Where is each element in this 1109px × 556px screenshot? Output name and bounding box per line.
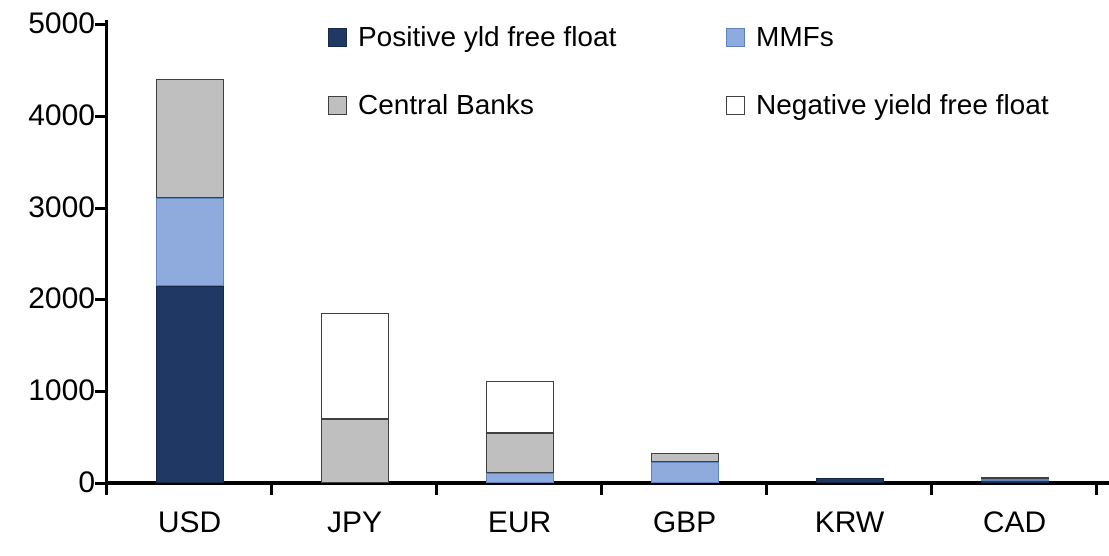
y-axis-tick <box>95 482 105 485</box>
x-axis-category-label: JPY <box>326 506 383 539</box>
legend-key-swatch <box>726 95 745 115</box>
bar-segment-mmfs <box>650 461 719 483</box>
bar-segment-central-banks <box>155 79 224 199</box>
bar-segment-mmfs <box>155 198 224 286</box>
y-axis-tick <box>95 390 105 394</box>
y-axis-tick-label: 4000 <box>28 98 95 132</box>
x-axis-category-label: EUR <box>487 506 552 539</box>
legend-label: Central Banks <box>358 89 534 120</box>
y-axis-tick <box>95 206 105 210</box>
x-axis-category-label: CAD <box>982 506 1047 539</box>
legend-key-swatch <box>726 27 745 47</box>
y-axis-tick-label: 2000 <box>28 282 95 316</box>
x-axis-tick <box>930 485 933 495</box>
legend-item-negative-yield-free-float: Negative yield free float <box>726 89 1049 120</box>
y-axis-line <box>105 20 108 485</box>
y-axis-tick <box>95 23 105 26</box>
legend-key-swatch <box>328 95 347 115</box>
x-axis-tick <box>105 485 108 495</box>
y-axis-tick <box>95 298 105 302</box>
x-axis-category-label: KRW <box>814 506 885 539</box>
bar-segment-mmfs <box>980 478 1049 481</box>
legend-item-central-banks: Central Banks <box>328 89 534 120</box>
bar-segment-positive-yld-free-float <box>155 285 224 483</box>
bar-segment-central-banks <box>650 452 719 462</box>
bar-segment-central-banks <box>320 418 389 483</box>
legend-label: MMFs <box>756 21 834 52</box>
y-axis-tick-label: 1000 <box>28 374 95 408</box>
x-axis-tick <box>1095 485 1098 495</box>
y-axis-tick-label: 0 <box>78 466 95 499</box>
bar-segment-negative-yield-free-float <box>485 381 554 433</box>
bar-segment-positive-yld-free-float <box>815 478 884 483</box>
y-axis-tick <box>95 114 105 118</box>
x-axis-category-label: GBP <box>652 506 717 539</box>
y-axis-tick-label: 5000 <box>28 7 95 40</box>
x-axis-tick <box>765 485 768 495</box>
legend-label: Negative yield free float <box>756 89 1049 120</box>
legend-item-positive-yld-free-float: Positive yld free float <box>328 21 616 52</box>
legend-label: Positive yld free float <box>358 21 617 52</box>
x-axis-category-label: USD <box>157 506 222 539</box>
legend-key-swatch <box>328 27 347 47</box>
bar-segment-negative-yield-free-float <box>320 313 389 419</box>
bar-segment-mmfs <box>485 472 554 483</box>
x-axis-tick <box>600 485 603 495</box>
x-axis-tick <box>435 485 438 495</box>
y-axis-tick-label: 3000 <box>28 190 95 224</box>
legend-item-mmfs: MMFs <box>726 21 834 52</box>
x-axis-tick <box>270 485 273 495</box>
x-axis-line <box>105 481 1109 485</box>
bar-segment-central-banks <box>980 476 1049 479</box>
bar-segment-central-banks <box>485 432 554 473</box>
